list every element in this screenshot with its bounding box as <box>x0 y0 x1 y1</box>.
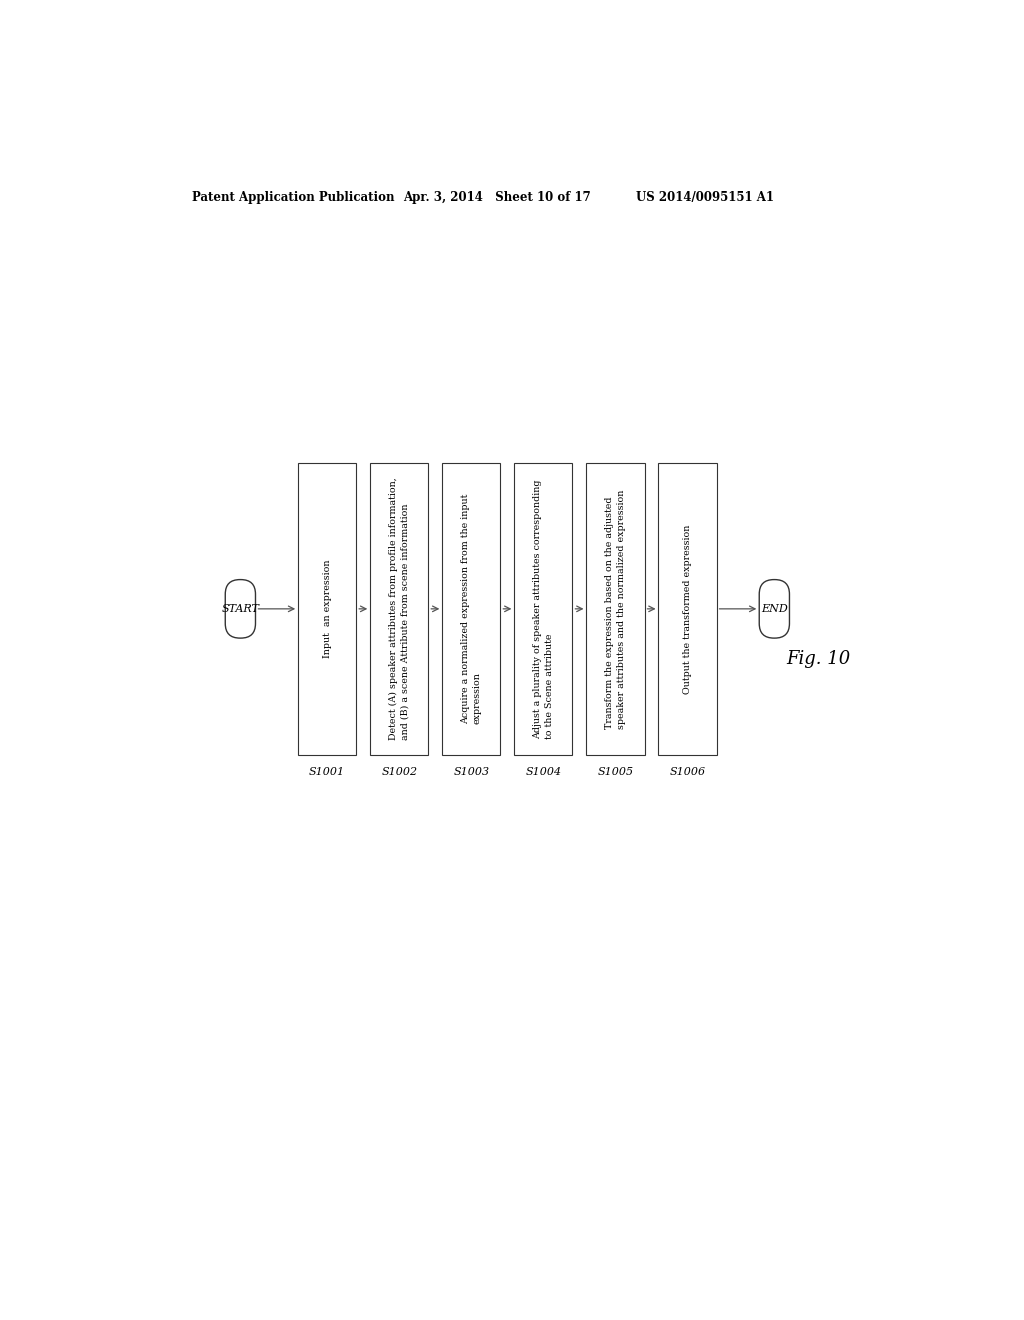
Bar <box>587 462 644 755</box>
Text: Adjust a plurality of speaker attributes corresponding
to the Scene attribute: Adjust a plurality of speaker attributes… <box>534 479 554 739</box>
Bar <box>514 462 572 755</box>
Text: Fig. 10: Fig. 10 <box>786 651 850 668</box>
Text: START: START <box>221 603 259 614</box>
Text: Apr. 3, 2014   Sheet 10 of 17: Apr. 3, 2014 Sheet 10 of 17 <box>403 191 591 203</box>
Text: Input  an expression: Input an expression <box>323 560 332 659</box>
Text: Patent Application Publication: Patent Application Publication <box>191 191 394 203</box>
Text: S1006: S1006 <box>670 767 706 776</box>
Text: US 2014/0095151 A1: US 2014/0095151 A1 <box>636 191 773 203</box>
Text: S1001: S1001 <box>309 767 345 776</box>
Bar <box>371 462 428 755</box>
Bar <box>658 462 717 755</box>
Bar <box>298 462 356 755</box>
Text: S1002: S1002 <box>381 767 418 776</box>
Bar <box>442 462 501 755</box>
Text: S1003: S1003 <box>454 767 489 776</box>
Text: Transform the expression based on the adjusted
speaker attributes and the normal: Transform the expression based on the ad… <box>605 490 626 729</box>
Text: Detect (A) speaker attributes from profile information,
and (B) a scene Attribut: Detect (A) speaker attributes from profi… <box>389 478 410 741</box>
Text: S1004: S1004 <box>525 767 561 776</box>
Text: S1005: S1005 <box>597 767 634 776</box>
FancyBboxPatch shape <box>225 579 255 638</box>
FancyBboxPatch shape <box>759 579 790 638</box>
Text: Output the transformed expression: Output the transformed expression <box>683 524 692 693</box>
Text: Acquire a normalized expression from the input
expression: Acquire a normalized expression from the… <box>461 494 481 725</box>
Text: END: END <box>761 603 787 614</box>
